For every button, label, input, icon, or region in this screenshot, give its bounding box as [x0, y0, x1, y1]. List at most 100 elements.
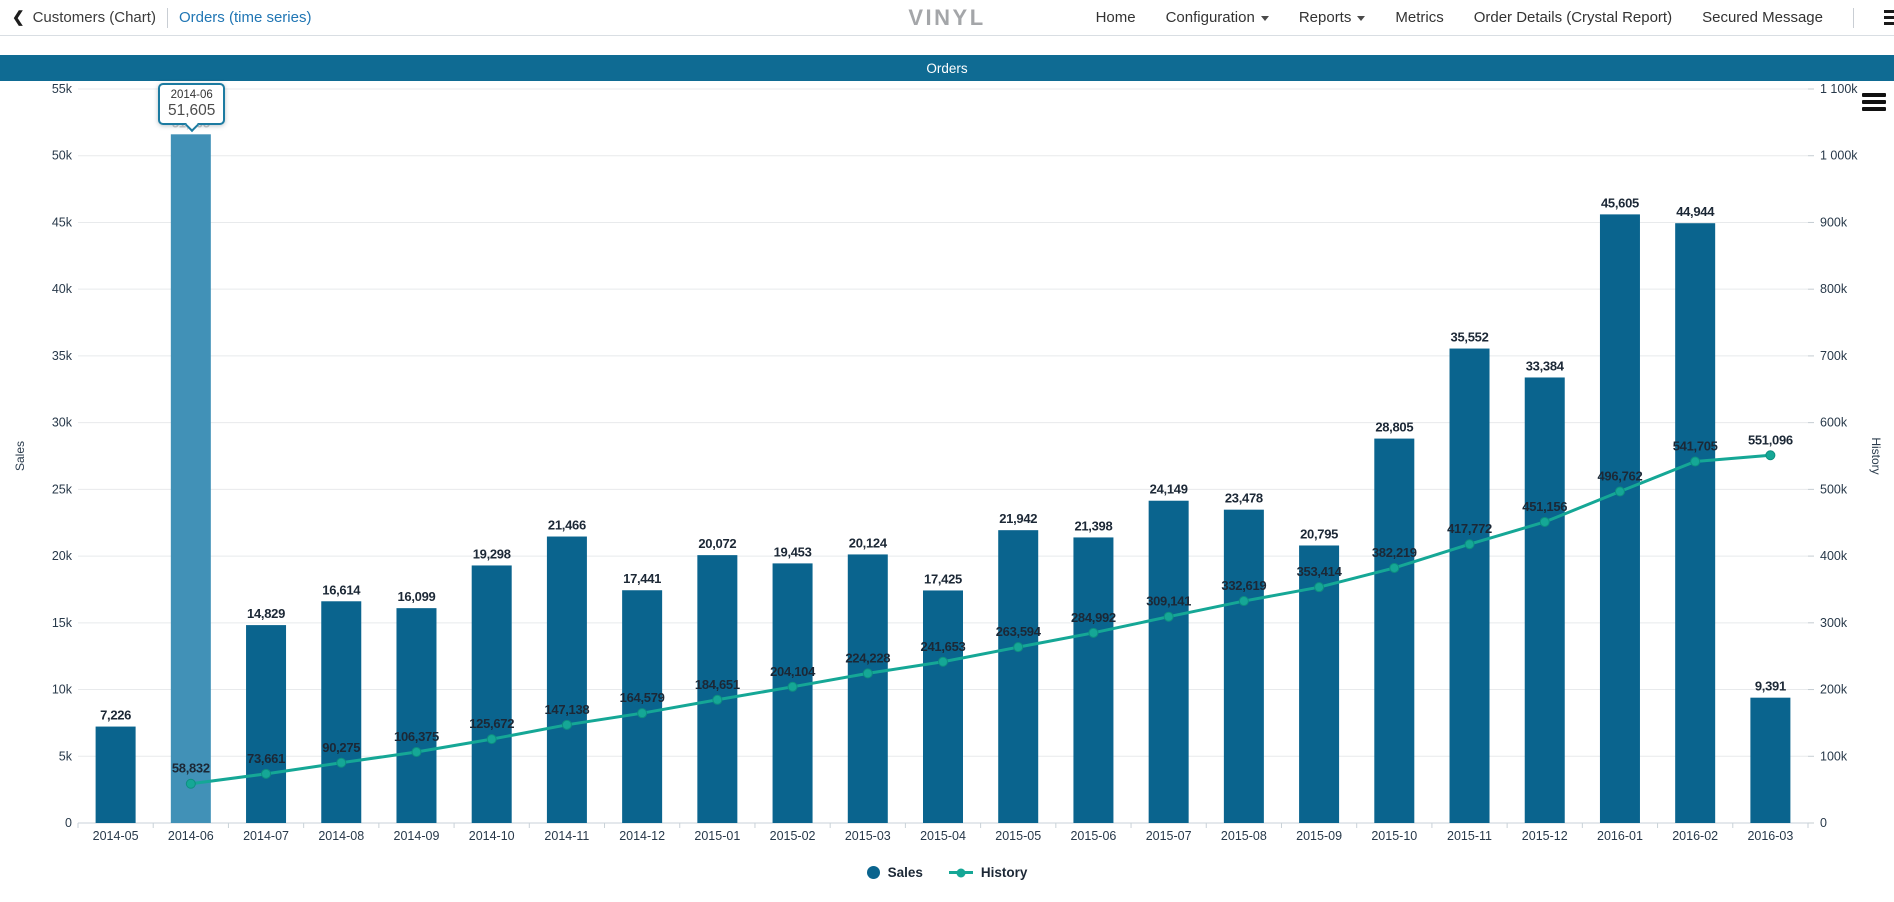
- x-axis-label-2016-03: 2016-03: [1747, 829, 1793, 843]
- x-axis-label-2016-01: 2016-01: [1597, 829, 1643, 843]
- history-point-2015-11[interactable]: [1464, 539, 1475, 550]
- bar-label-2014-09: 16,099: [397, 589, 435, 604]
- history-point-2014-07[interactable]: [261, 768, 272, 779]
- bar-2014-07[interactable]: [246, 625, 287, 823]
- nav-reports[interactable]: Reports: [1299, 9, 1366, 26]
- history-point-2014-10[interactable]: [486, 734, 497, 745]
- bar-label-2014-12: 17,441: [623, 571, 661, 586]
- bar-2015-03[interactable]: [847, 554, 888, 823]
- current-page-link[interactable]: Orders (time series): [178, 9, 312, 26]
- bar-2014-06[interactable]: [170, 134, 211, 824]
- nav-menu-icon[interactable]: [1884, 9, 1894, 26]
- bar-2015-10[interactable]: [1374, 438, 1415, 823]
- vinyl-logo: VINYL: [908, 4, 986, 30]
- history-point-2015-01[interactable]: [712, 694, 723, 705]
- history-point-2016-02[interactable]: [1690, 456, 1701, 467]
- history-point-2014-12[interactable]: [637, 708, 648, 719]
- x-axis-label-2015-07: 2015-07: [1146, 829, 1192, 843]
- history-point-2014-08[interactable]: [336, 757, 347, 768]
- history-point-2015-10[interactable]: [1389, 562, 1400, 573]
- bar-2015-02[interactable]: [772, 563, 813, 823]
- bar-2014-12[interactable]: [622, 590, 663, 823]
- nav-metrics[interactable]: Metrics: [1395, 9, 1444, 26]
- bar-label-2015-06: 21,398: [1074, 518, 1112, 533]
- history-label-2016-01: 496,762: [1598, 469, 1643, 484]
- bar-2014-09[interactable]: [396, 608, 437, 823]
- bar-2015-05[interactable]: [998, 530, 1039, 823]
- left-axis-tick-label: 50k: [52, 149, 73, 163]
- left-axis-title: Sales: [13, 441, 27, 471]
- bar-2014-11[interactable]: [546, 536, 587, 823]
- left-axis-tick-label: 30k: [52, 416, 73, 430]
- bar-2015-08[interactable]: [1223, 509, 1264, 823]
- bar-2014-08[interactable]: [321, 601, 362, 823]
- history-point-2014-11[interactable]: [561, 719, 572, 730]
- bar-label-2015-08: 23,478: [1225, 491, 1263, 506]
- history-point-2015-04[interactable]: [938, 656, 948, 667]
- history-point-2015-06[interactable]: [1088, 627, 1099, 638]
- history-point-2014-06[interactable]: [185, 778, 196, 789]
- history-point-2015-09[interactable]: [1314, 582, 1325, 593]
- top-nav: ❮ Customers (Chart) Orders (time series)…: [0, 0, 1894, 36]
- bar-2016-02[interactable]: [1675, 223, 1716, 823]
- bar-2016-03[interactable]: [1750, 697, 1791, 823]
- history-point-2015-08[interactable]: [1238, 596, 1249, 607]
- tooltip-category: 2014-06: [170, 89, 213, 101]
- x-axis-label-2015-11: 2015-11: [1447, 829, 1492, 843]
- history-point-2015-02[interactable]: [787, 681, 798, 692]
- right-axis-title: History: [1869, 437, 1883, 474]
- chart-title-bar: Orders: [0, 55, 1894, 81]
- history-point-2016-01[interactable]: [1614, 486, 1625, 497]
- nav-configuration-label: Configuration: [1165, 9, 1255, 26]
- history-point-2015-03[interactable]: [862, 668, 873, 679]
- x-axis-label-2014-09: 2014-09: [394, 829, 440, 843]
- history-legend-marker: [948, 871, 973, 874]
- nav-secured-message[interactable]: Secured Message: [1702, 9, 1823, 26]
- nav-home[interactable]: Home: [1095, 9, 1136, 26]
- bar-label-2016-03: 9,391: [1755, 679, 1786, 694]
- nav-separator: [1853, 7, 1854, 28]
- nav-configuration[interactable]: Configuration: [1166, 9, 1269, 26]
- x-axis-label-2015-09: 2015-09: [1296, 829, 1342, 843]
- bar-2015-01[interactable]: [697, 555, 738, 823]
- bar-2015-06[interactable]: [1073, 537, 1114, 823]
- bar-label-2015-07: 24,149: [1150, 482, 1188, 497]
- back-link[interactable]: ❮ Customers (Chart): [12, 9, 156, 26]
- tooltip-value: 51,605: [168, 102, 216, 119]
- history-point-2014-09[interactable]: [411, 747, 422, 758]
- main-nav: Home Configuration Reports Metrics Order…: [1095, 7, 1894, 28]
- history-point-2015-12[interactable]: [1539, 516, 1550, 527]
- history-label-2015-04: 241,653: [921, 639, 966, 654]
- history-point-2016-03[interactable]: [1765, 450, 1776, 461]
- nav-order-details[interactable]: Order Details (Crystal Report): [1473, 9, 1673, 26]
- history-label-2015-01: 184,651: [695, 677, 740, 692]
- bar-2014-10[interactable]: [471, 565, 512, 823]
- right-axis-tick-label: 100k: [1820, 749, 1848, 763]
- bar-2015-12[interactable]: [1524, 377, 1565, 823]
- history-label-2014-08: 90,275: [322, 740, 360, 755]
- bar-2015-07[interactable]: [1148, 500, 1189, 823]
- bar-2014-05[interactable]: [95, 726, 136, 823]
- back-link-label: Customers (Chart): [32, 9, 156, 26]
- bar-2015-04[interactable]: [923, 590, 963, 823]
- right-axis-tick-label: 400k: [1820, 549, 1848, 563]
- x-axis-label-2015-01: 2015-01: [694, 829, 740, 843]
- history-point-2015-05[interactable]: [1013, 642, 1024, 653]
- breadcrumb-separator: [166, 7, 168, 28]
- bar-label-2015-10: 28,805: [1375, 420, 1413, 435]
- bar-2015-11[interactable]: [1449, 348, 1490, 823]
- bar-label-2014-05: 7,226: [100, 708, 131, 723]
- history-point-2015-07[interactable]: [1163, 611, 1174, 622]
- x-axis-label-2014-12: 2014-12: [619, 829, 665, 843]
- chart-menu-icon[interactable]: [1862, 93, 1886, 111]
- legend-item-sales[interactable]: Sales: [866, 865, 923, 880]
- x-axis-label-2014-06: 2014-06: [168, 829, 214, 843]
- legend-item-history[interactable]: History: [948, 865, 1027, 880]
- bar-2016-01[interactable]: [1599, 214, 1640, 823]
- back-chevron-icon: ❮: [12, 9, 25, 26]
- x-axis-label-2015-10: 2015-10: [1371, 829, 1417, 843]
- history-label-2014-09: 106,375: [394, 729, 439, 744]
- history-label-2016-02: 541,705: [1673, 439, 1718, 454]
- caret-down-icon: [1260, 16, 1269, 21]
- history-label-2015-12: 451,156: [1522, 499, 1567, 514]
